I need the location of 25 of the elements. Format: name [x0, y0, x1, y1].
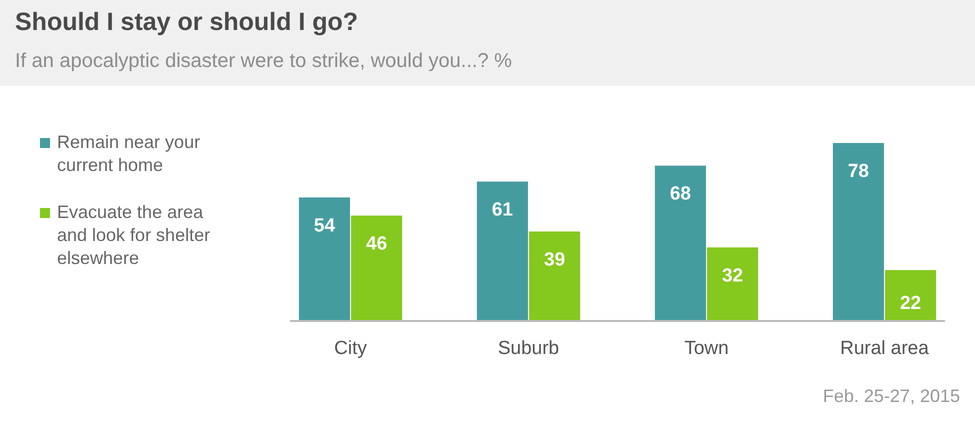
- bar: [529, 232, 580, 320]
- legend-label: Evacuate the area and look for shelter elsewhere: [57, 202, 210, 268]
- data-label: 78: [848, 161, 869, 182]
- bar: [298, 197, 350, 320]
- data-label: 46: [366, 234, 388, 255]
- bar: [832, 143, 884, 320]
- data-label: 61: [492, 200, 514, 221]
- bar: [707, 247, 758, 320]
- data-label: 39: [544, 250, 566, 270]
- chart-subtitle: If an apocalyptic disaster were to strike, would you...? %: [15, 50, 512, 72]
- x-tick-label: City: [334, 338, 368, 359]
- data-label: 32: [722, 265, 744, 286]
- data-label: 22: [900, 293, 922, 314]
- data-label: 54: [314, 215, 336, 236]
- chart-title: Should I stay or should I go?: [15, 8, 358, 36]
- data-label: 68: [670, 184, 691, 205]
- bar: [885, 270, 936, 320]
- text: Feb. 25-27, 2015: [822, 386, 960, 406]
- bar: [351, 216, 402, 320]
- x-tick-label: Suburb: [498, 338, 560, 359]
- x-tick-label: Town: [684, 338, 729, 359]
- bar: [654, 166, 706, 320]
- x-tick-label: Rural area: [840, 338, 930, 359]
- bar: [476, 182, 528, 320]
- legend-label: Remain near your current home: [57, 132, 200, 175]
